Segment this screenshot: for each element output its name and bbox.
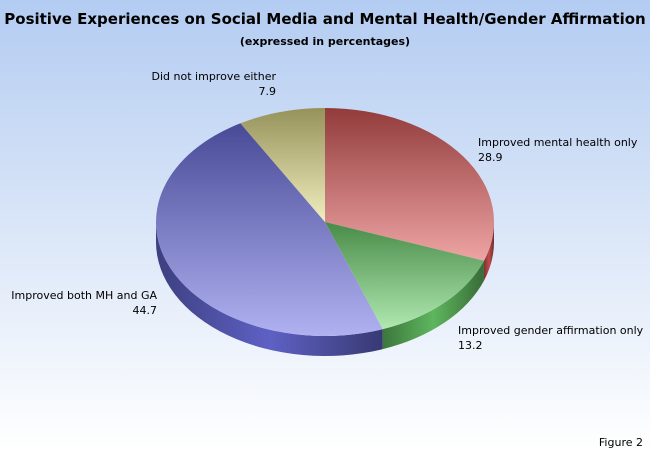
pie-side-2 [155, 222, 383, 357]
pie-slice-1 [325, 222, 484, 330]
pie-slice-2 [155, 123, 383, 337]
slice-value-0: 28.9 [478, 151, 503, 164]
slice-label-3: Did not improve either [152, 70, 277, 83]
slice-value-1: 13.2 [458, 339, 483, 352]
chart-title: Positive Experiences on Social Media and… [4, 10, 645, 28]
figure-caption: Figure 2 [599, 436, 643, 449]
slice-label-1: Improved gender affirmation only [458, 324, 644, 337]
pie-side-1 [382, 260, 484, 350]
pie-side-0 [483, 222, 494, 281]
slice-label-0: Improved mental health only [478, 136, 638, 149]
pie-slice-3 [240, 108, 325, 222]
slice-value-2: 44.7 [133, 304, 158, 317]
slice-value-3: 7.9 [259, 85, 277, 98]
chart-subtitle: (expressed in percentages) [240, 35, 410, 48]
pie-slice-0 [325, 108, 494, 261]
slice-label-2: Improved both MH and GA [11, 289, 157, 302]
